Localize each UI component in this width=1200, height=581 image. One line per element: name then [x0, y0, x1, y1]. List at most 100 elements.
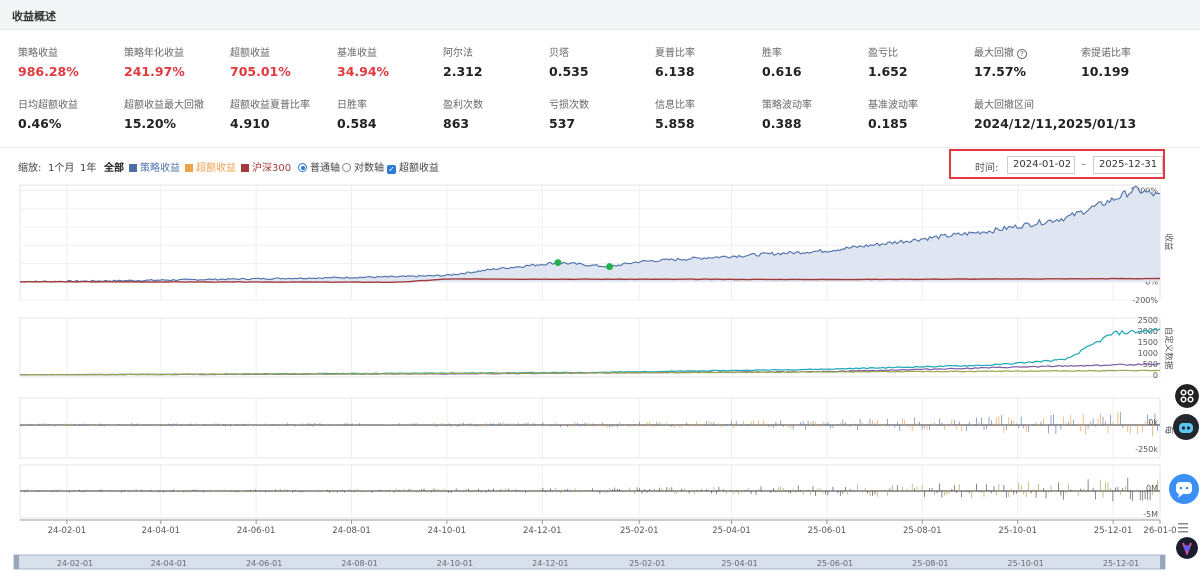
benchmark-line[interactable]	[19, 277, 1161, 284]
metric-label: 阿尔法	[443, 48, 473, 59]
metric-label: 最大回撤区间	[974, 100, 1034, 111]
metric-label: 策略收益	[18, 48, 58, 59]
navigator-tick-label: 24-10-01	[437, 559, 473, 568]
strategy-line[interactable]	[19, 185, 1161, 283]
checkbox-checked-icon: ✓	[387, 165, 396, 174]
metric-item: 策略年化收益 241.97%	[124, 44, 228, 79]
legend-strategy[interactable]: 策略收益	[129, 159, 180, 174]
metric-item: 索提诺比率 10.199	[1081, 44, 1185, 79]
legend-benchmark[interactable]: 沪深300	[241, 159, 291, 174]
navigator-tick-label: 24-04-01	[151, 559, 187, 568]
excess-return-label: 超额收益	[399, 163, 439, 174]
metric-label: 胜率	[762, 48, 782, 59]
zoom-1-month-button[interactable]: 1个月	[48, 163, 75, 174]
drawdown-marker[interactable]	[606, 263, 614, 271]
chart-toolbar: 缩放: 1个月 1年 全部 策略收益 超额收益 沪深300 普通轴 对数轴 ✓ 超…	[0, 155, 1200, 177]
help-icon[interactable]: ?	[1017, 49, 1027, 59]
metric-label: 日均超额收益	[18, 100, 78, 111]
date-range-picker: 时间: 2024-01-02 – 2025-12-31	[949, 149, 1165, 179]
y-tick-label: 2500	[1138, 316, 1158, 325]
navigator-tick-label: 25-04-01	[721, 559, 757, 568]
excess-return-checkbox[interactable]: ✓ 超额收益	[387, 159, 439, 174]
metric-value: 15.20%	[124, 116, 177, 131]
metric-value: 0.535	[549, 64, 589, 79]
legend-strategy-label: 策略收益	[140, 163, 180, 174]
metric-item: 信息比率 5.858	[655, 96, 759, 131]
strategy-area	[20, 186, 1160, 283]
metric-item: 策略波动率 0.388	[762, 96, 866, 131]
robot-icon	[1179, 423, 1193, 433]
metric-value: 0.388	[762, 116, 802, 131]
panel-frame	[19, 397, 1161, 459]
menu-icon[interactable]	[1176, 520, 1190, 534]
end-date-input[interactable]: 2025-12-31	[1093, 156, 1163, 174]
y-axis-title: 收益	[1163, 233, 1174, 251]
custom-series-line[interactable]	[19, 369, 1160, 376]
performance-chart[interactable]: 1000%800%600%400%200%0%-200%收益2500200015…	[0, 180, 1200, 581]
legend-swatch	[129, 164, 137, 172]
navigator-handle-left[interactable]	[14, 555, 19, 569]
x-tick-label: 25-04-01	[712, 526, 751, 536]
metric-value: 34.94%	[337, 64, 390, 79]
zoom-1-year-button[interactable]: 1年	[80, 163, 97, 174]
axis-log-radio[interactable]: 对数轴	[342, 159, 384, 174]
feature-button-bg	[1175, 384, 1199, 408]
navigator-handle-right[interactable]	[1160, 555, 1165, 569]
metric-value: 241.97%	[124, 64, 185, 79]
chat-button[interactable]	[1168, 473, 1200, 505]
metric-value: 4.910	[230, 116, 270, 131]
metric-value: 705.01%	[230, 64, 291, 79]
axis-normal-label: 普通轴	[310, 163, 340, 174]
assistant-button[interactable]	[1172, 413, 1200, 441]
metric-value: 10.199	[1081, 64, 1130, 79]
navigator-tick-label: 25-08-01	[912, 559, 948, 568]
navigator-tick-label: 24-12-01	[532, 559, 568, 568]
metric-label: 信息比率	[655, 100, 695, 111]
zoom-label: 缩放:	[18, 163, 42, 174]
legend-excess[interactable]: 超额收益	[185, 159, 236, 174]
axis-log-label: 对数轴	[354, 163, 384, 174]
metric-item: 超额收益 705.01%	[230, 44, 334, 79]
navigator-tick-label: 25-12-01	[1103, 559, 1139, 568]
metric-label: 超额收益	[230, 48, 270, 59]
metric-value: 537	[549, 116, 576, 131]
y-tick-label: -5M	[1143, 510, 1158, 519]
metric-label: 日胜率	[337, 100, 367, 111]
metric-label: 策略年化收益	[124, 48, 184, 59]
feature-button[interactable]	[1175, 384, 1199, 408]
metric-value: 0.46%	[18, 116, 62, 131]
metric-value: 0.185	[868, 116, 908, 131]
legend-benchmark-label: 沪深300	[252, 163, 292, 174]
navigator-tick-label: 25-06-01	[817, 559, 853, 568]
y-tick-label: 0%	[1145, 278, 1158, 287]
start-date-input[interactable]: 2024-01-02	[1007, 156, 1075, 174]
metric-label: 超额收益夏普比率	[230, 100, 310, 111]
app-button[interactable]	[1176, 537, 1198, 559]
metric-value: 863	[443, 116, 470, 131]
metric-label: 超额收益最大回撤	[124, 100, 204, 111]
x-tick-label: 24-02-01	[48, 526, 87, 536]
chat-bubble-icon	[1176, 482, 1192, 498]
navigator-tick-label: 24-08-01	[341, 559, 377, 568]
metric-item: 日胜率 0.584	[337, 96, 441, 131]
drawdown-marker[interactable]	[554, 259, 562, 267]
y-tick-label: 0k	[1148, 418, 1158, 427]
section-header: 收益概述	[0, 0, 1200, 30]
metric-item: 亏损次数 537	[549, 96, 653, 131]
y-tick-label: 1500	[1138, 338, 1158, 347]
zoom-all-button[interactable]: 全部	[104, 163, 124, 174]
metric-item: 最大回撤? 17.57%	[974, 44, 1078, 79]
navigator-tick-label: 24-02-01	[57, 559, 93, 568]
y-tick-label: -200%	[1132, 296, 1158, 305]
legend-swatch	[241, 164, 249, 172]
metric-value: 2024/12/11,2025/01/13	[974, 116, 1137, 131]
navigator-tick-label: 25-02-01	[629, 559, 665, 568]
axis-normal-radio[interactable]: 普通轴	[298, 159, 340, 174]
metric-item: 夏普比率 6.138	[655, 44, 759, 79]
y-axis-title: 每	[1163, 426, 1174, 435]
legend-swatch	[185, 164, 193, 172]
metric-value: 6.138	[655, 64, 695, 79]
metric-label: 策略波动率	[762, 100, 812, 111]
date-range-label: 时间:	[975, 163, 999, 174]
x-tick-label: 24-10-01	[428, 526, 467, 536]
